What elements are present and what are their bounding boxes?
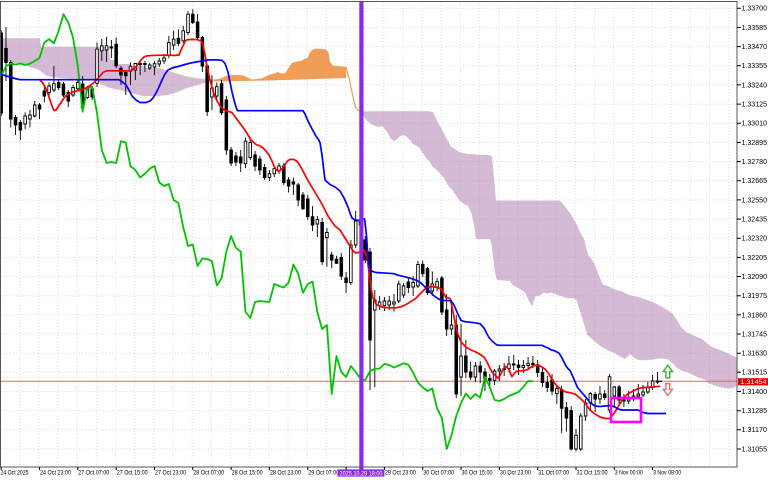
svg-text:3 Nov 00:00: 3 Nov 00:00 (615, 470, 643, 477)
svg-text:29 Oct 07:00: 29 Oct 07:00 (308, 470, 339, 477)
svg-text:27 Oct 15:00: 27 Oct 15:00 (117, 470, 148, 477)
svg-text:1.31860: 1.31860 (742, 312, 768, 319)
svg-text:3 Nov 08:00: 3 Nov 08:00 (653, 470, 681, 477)
svg-text:28 Oct 07:00: 28 Oct 07:00 (193, 470, 224, 477)
svg-text:1.31400: 1.31400 (742, 389, 768, 396)
svg-text:31 Oct 07:00: 31 Oct 07:00 (538, 470, 569, 477)
svg-text:1.31285: 1.31285 (742, 408, 768, 415)
svg-text:27 Oct 23:00: 27 Oct 23:00 (155, 470, 186, 477)
svg-text:1.31975: 1.31975 (742, 293, 768, 300)
svg-text:1.33125: 1.33125 (742, 102, 768, 109)
svg-text:1.31630: 1.31630 (742, 351, 768, 358)
svg-text:24 Oct 2025: 24 Oct 2025 (1, 470, 29, 477)
svg-text:30 Oct 15:00: 30 Oct 15:00 (462, 470, 493, 477)
svg-text:30 Oct 23:00: 30 Oct 23:00 (500, 470, 531, 477)
svg-text:1.31515: 1.31515 (742, 370, 768, 377)
svg-text:1.31454: 1.31454 (741, 379, 767, 386)
svg-text:27 Oct 07:00: 27 Oct 07:00 (78, 470, 109, 477)
svg-text:2025.10.29 18:00: 2025.10.29 18:00 (340, 471, 383, 478)
svg-text:1.33355: 1.33355 (742, 63, 768, 70)
svg-text:1.32665: 1.32665 (742, 178, 768, 185)
svg-text:31 Oct 15:00: 31 Oct 15:00 (577, 470, 608, 477)
svg-text:1.32550: 1.32550 (742, 197, 768, 204)
svg-text:28 Oct 15:00: 28 Oct 15:00 (232, 470, 263, 477)
svg-text:1.32780: 1.32780 (742, 159, 768, 166)
svg-text:1.33240: 1.33240 (742, 82, 768, 89)
svg-text:1.31055: 1.31055 (742, 446, 768, 453)
svg-text:24 Oct 23:00: 24 Oct 23:00 (40, 470, 71, 477)
svg-text:1.32090: 1.32090 (742, 274, 768, 281)
svg-text:1.33700: 1.33700 (742, 6, 768, 13)
svg-text:30 Oct 07:00: 30 Oct 07:00 (423, 470, 454, 477)
svg-text:1.33010: 1.33010 (742, 121, 768, 128)
svg-text:28 Oct 23:00: 28 Oct 23:00 (270, 470, 301, 477)
svg-text:1.32320: 1.32320 (742, 236, 768, 243)
svg-text:1.31745: 1.31745 (742, 331, 768, 338)
svg-text:1.32435: 1.32435 (742, 217, 768, 224)
svg-text:1.33585: 1.33585 (742, 25, 768, 32)
svg-text:1.33470: 1.33470 (742, 44, 768, 51)
svg-text:1.32205: 1.32205 (742, 255, 768, 262)
svg-text:29 Oct 23:00: 29 Oct 23:00 (385, 470, 416, 477)
svg-text:1.31170: 1.31170 (742, 427, 768, 434)
svg-text:1.32895: 1.32895 (742, 140, 768, 147)
